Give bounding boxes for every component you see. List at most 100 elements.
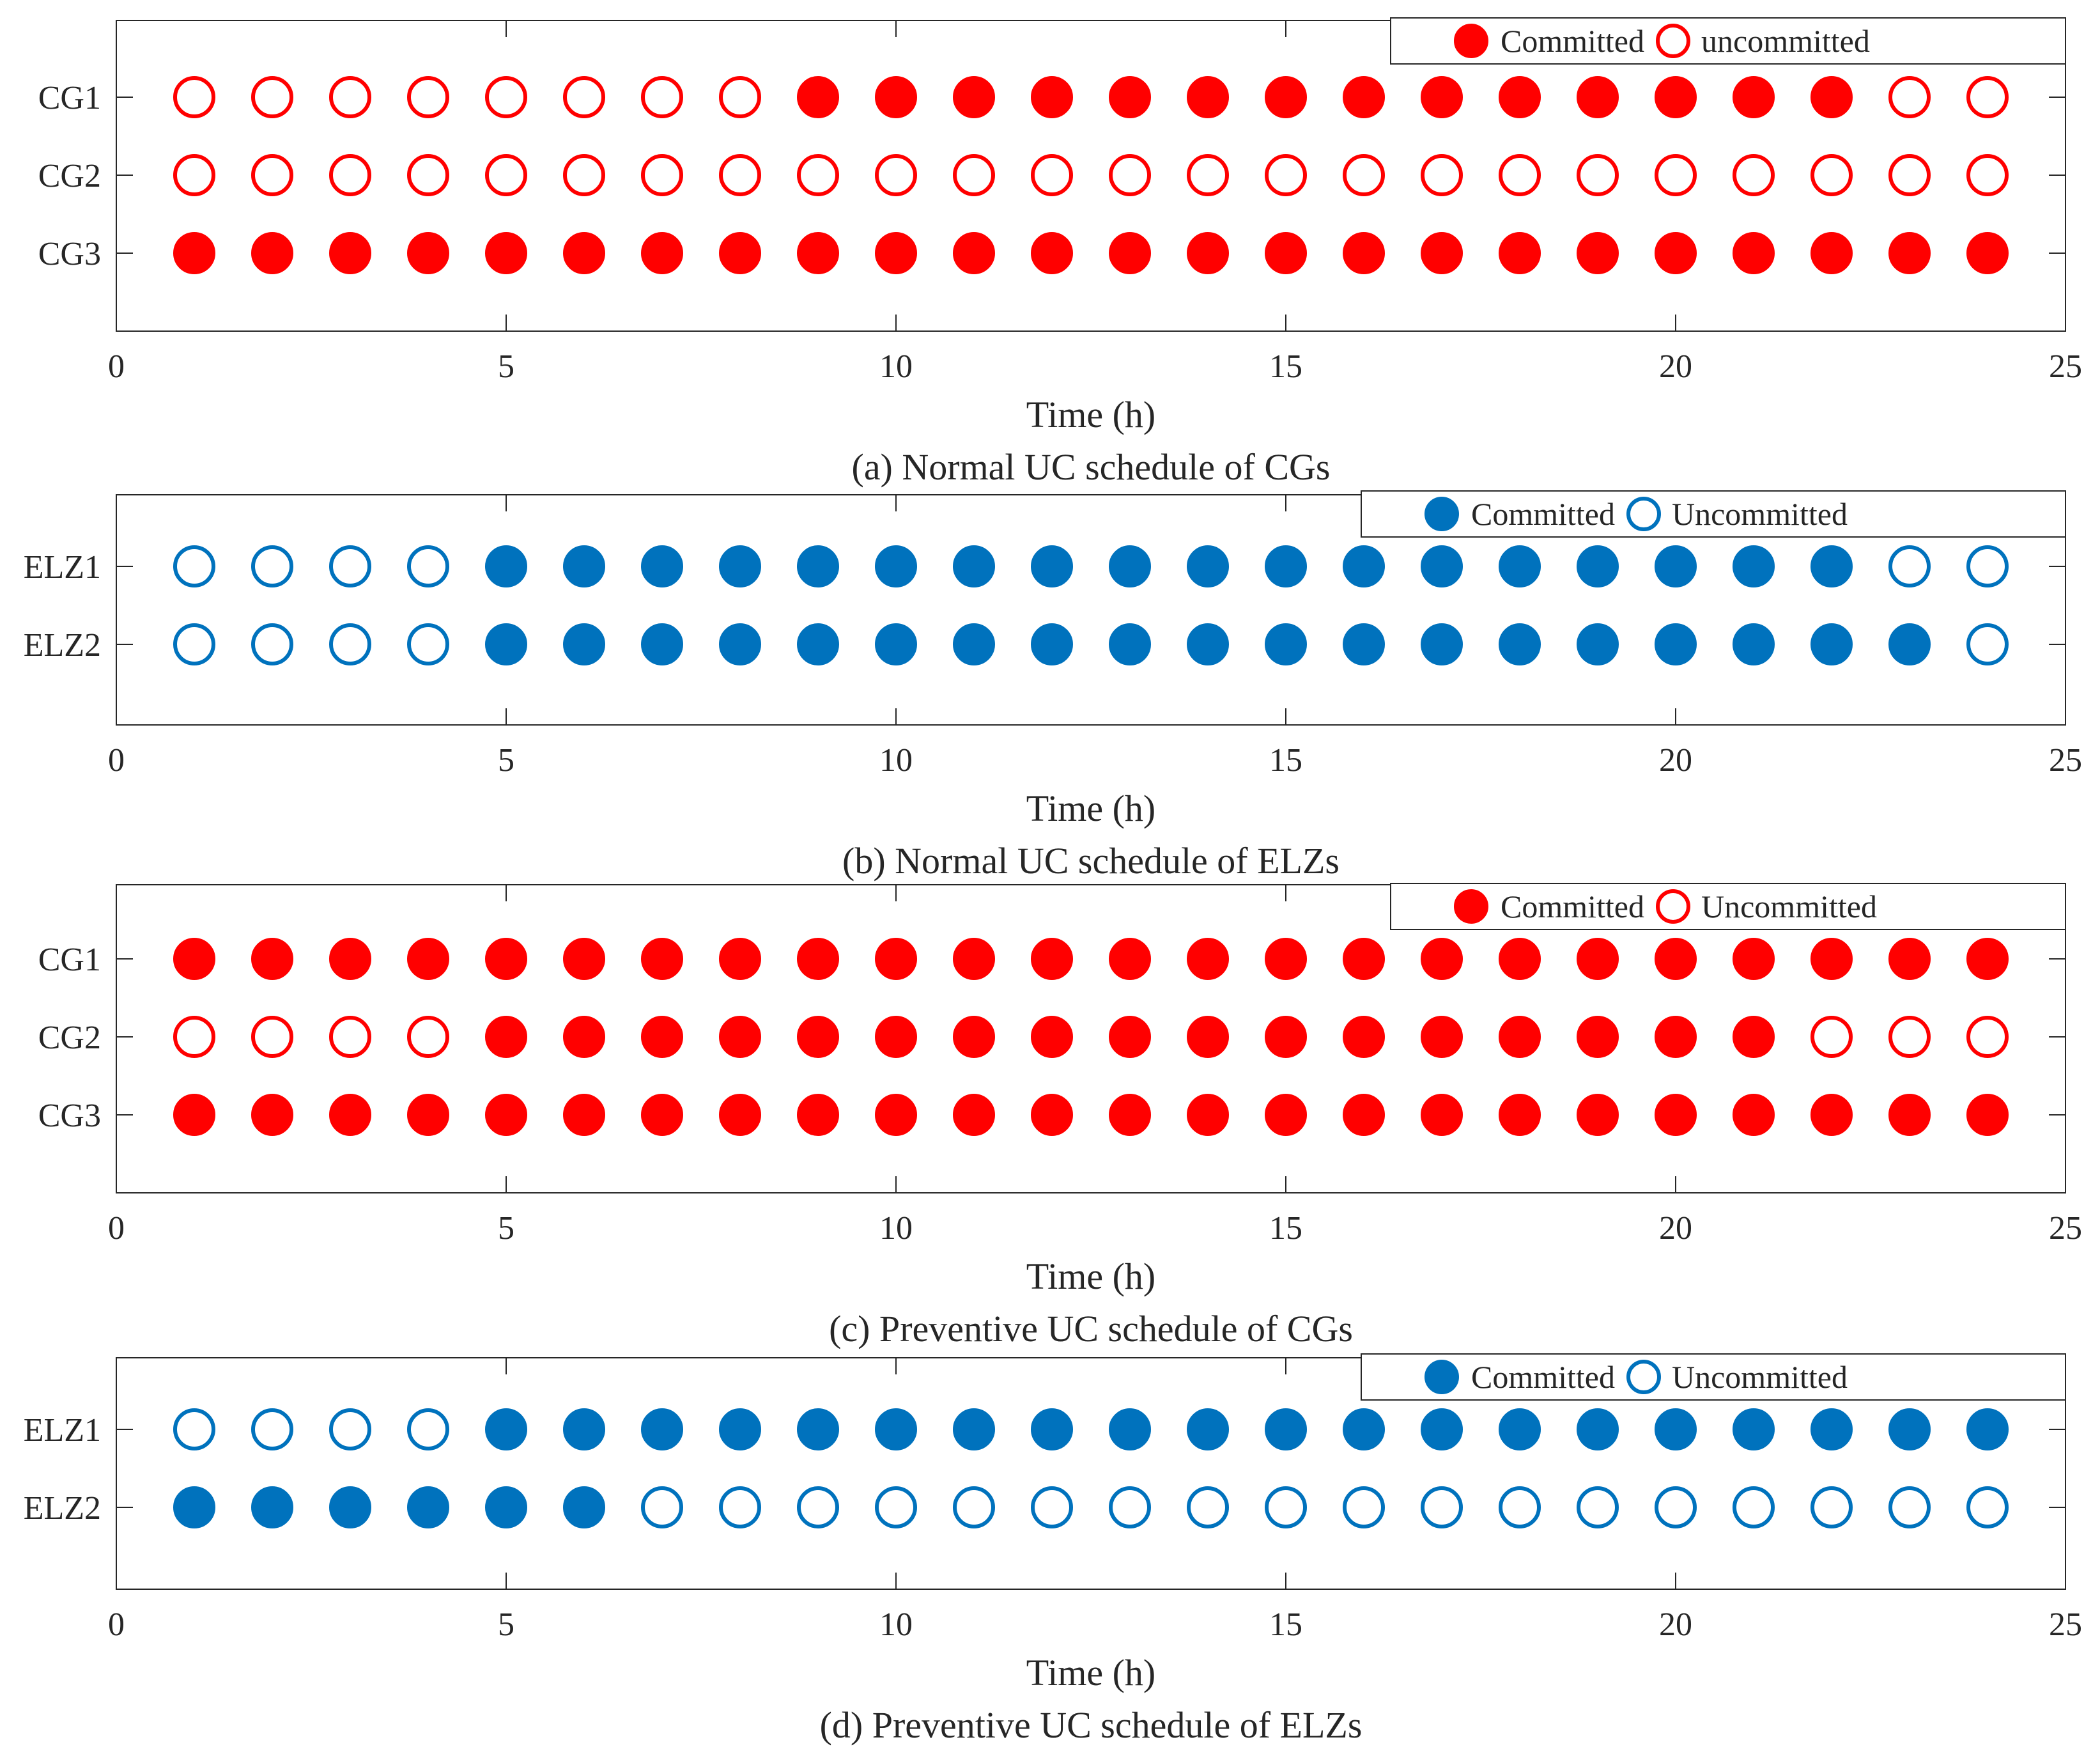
uncommitted-marker — [1655, 154, 1697, 196]
committed-marker — [953, 232, 995, 274]
uncommitted-marker — [563, 154, 605, 196]
committed-marker — [173, 938, 215, 980]
uncommitted-marker — [485, 76, 527, 118]
row-label: CG1 — [38, 942, 101, 978]
legend-committed-marker — [1454, 24, 1488, 58]
uncommitted-marker — [329, 1016, 371, 1058]
committed-marker — [1031, 545, 1073, 587]
uncommitted-marker — [1966, 623, 2009, 665]
committed-marker — [1810, 1408, 1853, 1450]
committed-marker — [1655, 232, 1697, 274]
committed-marker — [329, 938, 371, 980]
committed-marker — [329, 1486, 371, 1528]
committed-marker — [953, 76, 995, 118]
x-tick-label: 5 — [498, 1210, 514, 1247]
committed-marker — [1499, 938, 1541, 980]
committed-marker — [1343, 1016, 1385, 1058]
committed-marker — [719, 1408, 761, 1450]
uncommitted-marker — [1031, 154, 1073, 196]
row-label: ELZ1 — [24, 549, 101, 586]
uncommitted-marker — [407, 154, 449, 196]
committed-marker — [1577, 76, 1619, 118]
committed-marker — [1265, 938, 1307, 980]
legend-uncommitted-label: Uncommitted — [1701, 889, 1877, 924]
row-label: ELZ2 — [24, 627, 101, 664]
uncommitted-marker — [407, 545, 449, 587]
committed-marker — [1421, 76, 1463, 118]
uncommitted-marker — [173, 623, 215, 665]
uncommitted-marker — [173, 1408, 215, 1450]
committed-marker — [1109, 938, 1151, 980]
uncommitted-marker — [1109, 154, 1151, 196]
x-tick-label: 20 — [1659, 742, 1692, 779]
committed-marker — [1733, 1408, 1775, 1450]
committed-marker — [797, 1016, 839, 1058]
uncommitted-marker — [1577, 154, 1619, 196]
row-label: CG2 — [38, 158, 101, 194]
committed-marker — [1265, 623, 1307, 665]
committed-marker — [329, 232, 371, 274]
committed-marker — [1577, 623, 1619, 665]
committed-marker — [1655, 1094, 1697, 1136]
committed-marker — [1187, 1016, 1229, 1058]
committed-marker — [563, 1486, 605, 1528]
committed-marker — [173, 1486, 215, 1528]
committed-marker — [1499, 76, 1541, 118]
committed-marker — [641, 545, 683, 587]
legend-committed-marker — [1424, 1360, 1459, 1394]
committed-marker — [1810, 232, 1853, 274]
committed-marker — [1187, 1094, 1229, 1136]
uncommitted-marker — [1810, 1486, 1853, 1528]
committed-marker — [1577, 232, 1619, 274]
panel-caption: (d) Preventive UC schedule of ELZs — [820, 1704, 1363, 1746]
row-label: ELZ1 — [24, 1412, 101, 1449]
committed-marker — [1265, 232, 1307, 274]
uncommitted-marker — [251, 545, 293, 587]
uncommitted-marker — [173, 154, 215, 196]
uncommitted-marker — [1109, 1486, 1151, 1528]
committed-marker — [485, 1016, 527, 1058]
uncommitted-marker — [1265, 1486, 1307, 1528]
committed-marker — [1031, 623, 1073, 665]
uncommitted-marker — [1888, 1016, 1931, 1058]
x-tick-label: 15 — [1269, 1606, 1302, 1643]
committed-marker — [407, 938, 449, 980]
committed-marker — [1109, 76, 1151, 118]
committed-marker — [1810, 938, 1853, 980]
uncommitted-marker — [641, 1486, 683, 1528]
committed-marker — [797, 623, 839, 665]
committed-marker — [1343, 623, 1385, 665]
committed-marker — [1109, 1408, 1151, 1450]
committed-marker — [251, 938, 293, 980]
row-label: CG2 — [38, 1020, 101, 1056]
committed-marker — [1187, 76, 1229, 118]
committed-marker — [875, 232, 917, 274]
committed-marker — [1187, 1408, 1229, 1450]
legend-box — [1390, 17, 2066, 65]
uncommitted-marker — [407, 1408, 449, 1450]
committed-marker — [1577, 1408, 1619, 1450]
uncommitted-marker — [797, 1486, 839, 1528]
committed-marker — [1655, 76, 1697, 118]
panel-caption: (b) Normal UC schedule of ELZs — [842, 840, 1340, 882]
uncommitted-marker — [485, 154, 527, 196]
committed-marker — [1966, 1094, 2009, 1136]
committed-marker — [407, 1486, 449, 1528]
committed-marker — [1655, 1408, 1697, 1450]
x-tick-label: 25 — [2049, 1210, 2082, 1247]
committed-marker — [1031, 232, 1073, 274]
committed-marker — [1655, 623, 1697, 665]
committed-marker — [1421, 623, 1463, 665]
committed-marker — [1577, 938, 1619, 980]
committed-marker — [1421, 938, 1463, 980]
committed-marker — [1810, 623, 1853, 665]
committed-marker — [1888, 1408, 1931, 1450]
legend-uncommitted-label: Uncommitted — [1672, 496, 1848, 532]
committed-marker — [1343, 545, 1385, 587]
committed-marker — [173, 232, 215, 274]
committed-marker — [797, 938, 839, 980]
uncommitted-marker — [1888, 1486, 1931, 1528]
committed-marker — [1265, 76, 1307, 118]
committed-marker — [407, 232, 449, 274]
uncommitted-marker — [1499, 1486, 1541, 1528]
